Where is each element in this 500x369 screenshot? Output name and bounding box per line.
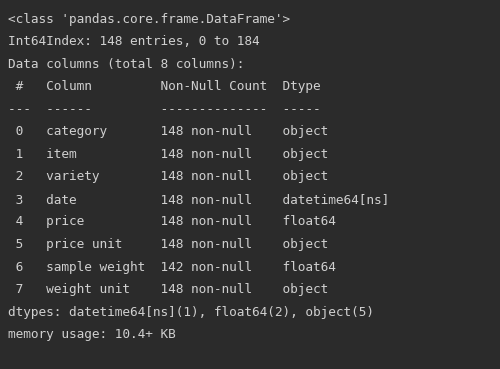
- Text: Int64Index: 148 entries, 0 to 184: Int64Index: 148 entries, 0 to 184: [8, 35, 259, 48]
- Text: dtypes: datetime64[ns](1), float64(2), object(5): dtypes: datetime64[ns](1), float64(2), o…: [8, 306, 374, 318]
- Text: 0   category       148 non-null    object: 0 category 148 non-null object: [8, 125, 389, 138]
- Text: memory usage: 10.4+ KB: memory usage: 10.4+ KB: [8, 328, 175, 341]
- Text: 1   item           148 non-null    object: 1 item 148 non-null object: [8, 148, 389, 161]
- Text: 2   variety        148 non-null    object: 2 variety 148 non-null object: [8, 170, 389, 183]
- Text: 3   date           148 non-null    datetime64[ns]: 3 date 148 non-null datetime64[ns]: [8, 193, 389, 206]
- Text: 7   weight unit    148 non-null    object: 7 weight unit 148 non-null object: [8, 283, 389, 296]
- Text: ---  ------         --------------  -----: --- ------ -------------- -----: [8, 103, 389, 116]
- Text: #   Column         Non-Null Count  Dtype: # Column Non-Null Count Dtype: [8, 80, 389, 93]
- Text: Data columns (total 8 columns):: Data columns (total 8 columns):: [8, 58, 244, 71]
- Text: 4   price          148 non-null    float64: 4 price 148 non-null float64: [8, 215, 389, 228]
- Text: 6   sample weight  142 non-null    float64: 6 sample weight 142 non-null float64: [8, 261, 389, 273]
- Text: <class 'pandas.core.frame.DataFrame'>: <class 'pandas.core.frame.DataFrame'>: [8, 13, 290, 26]
- Text: 5   price unit     148 non-null    object: 5 price unit 148 non-null object: [8, 238, 389, 251]
